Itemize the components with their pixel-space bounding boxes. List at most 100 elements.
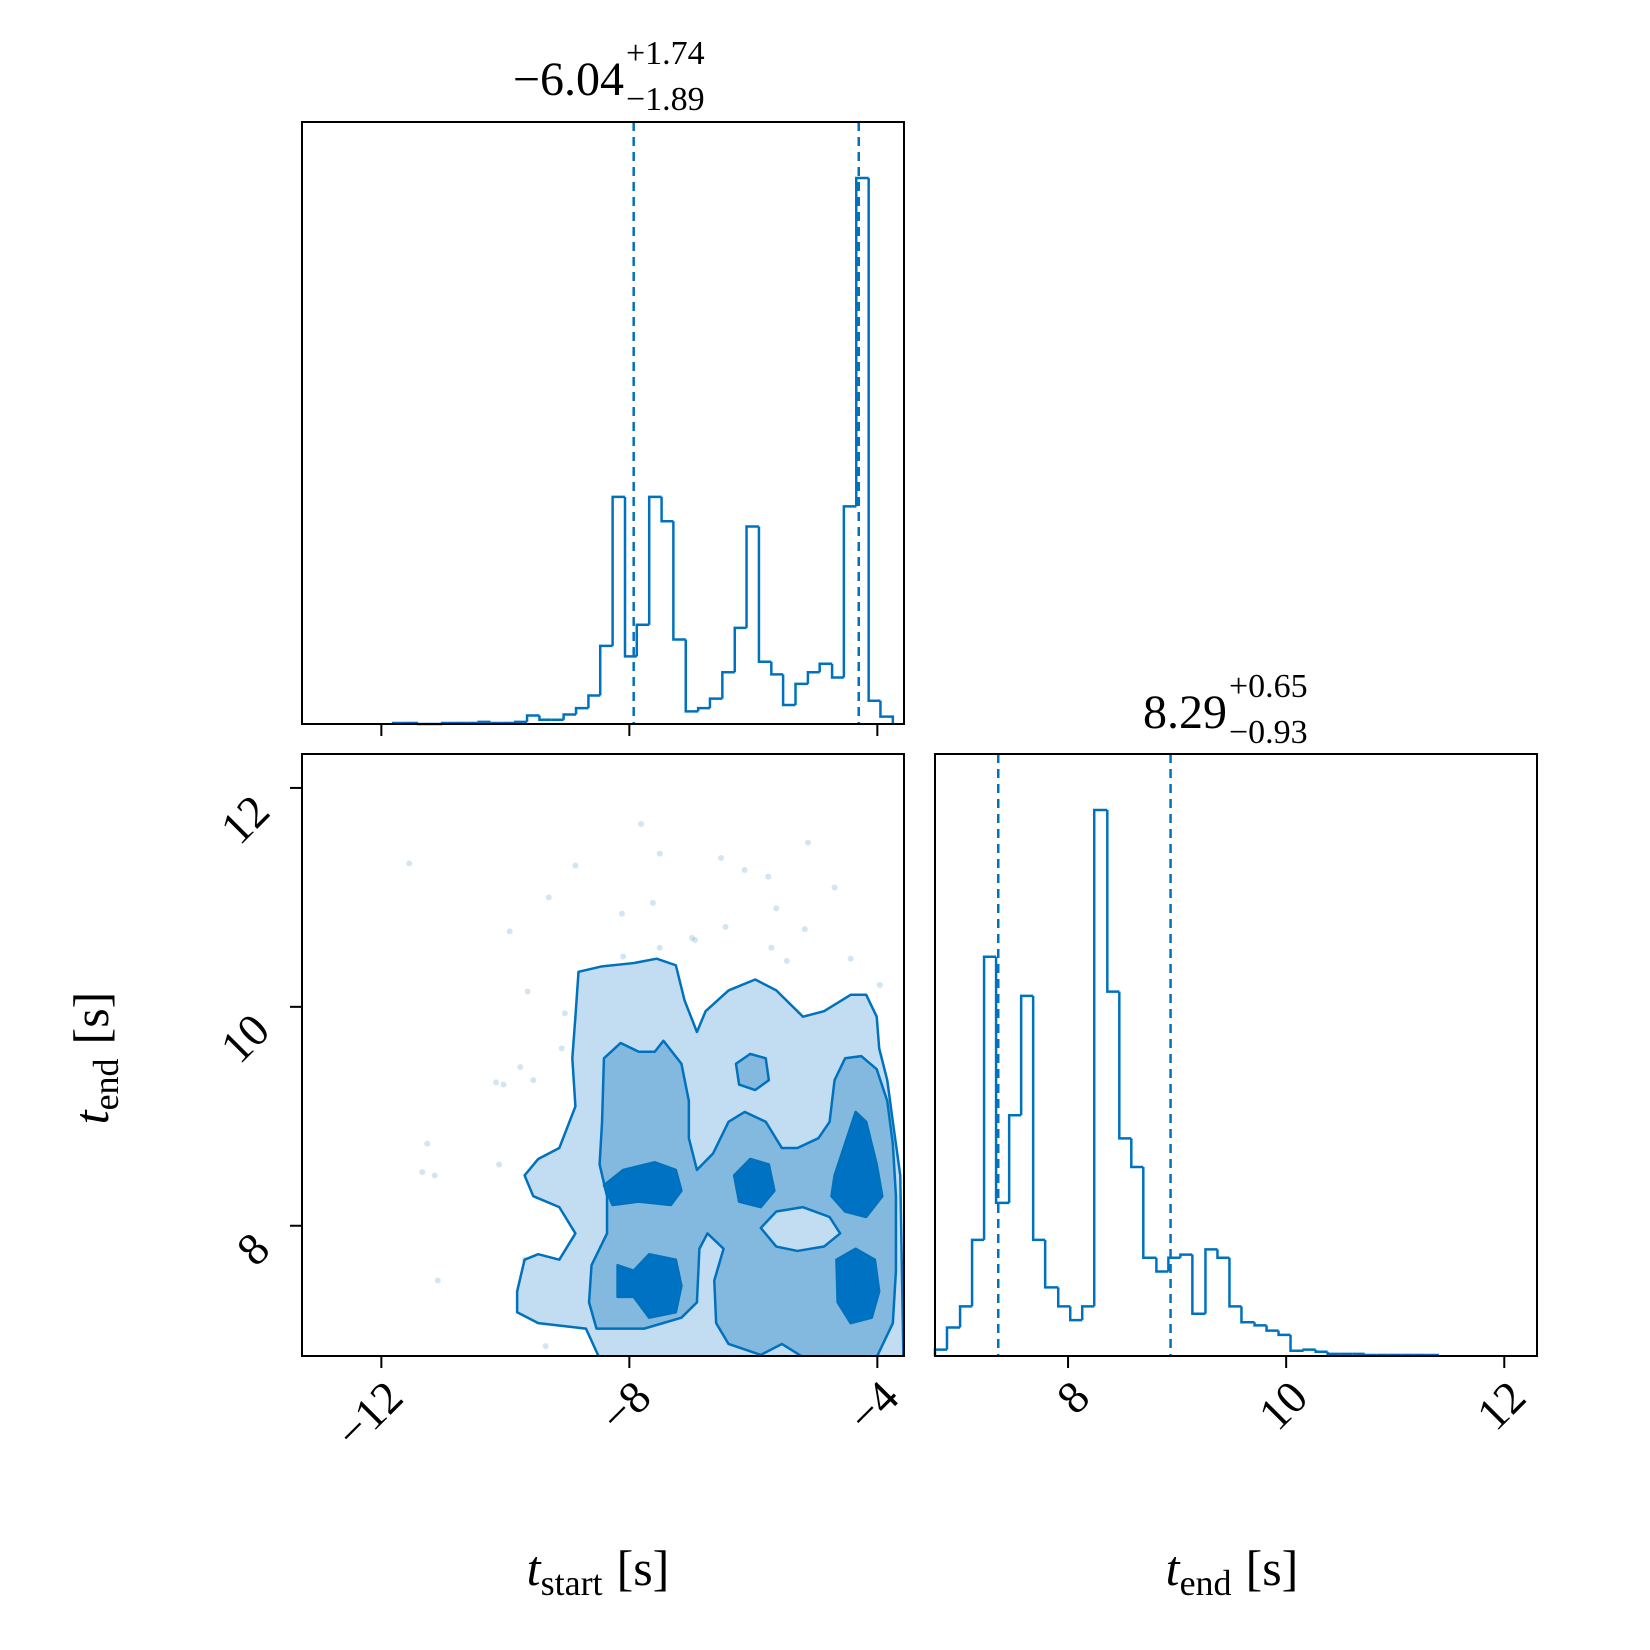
histogram-bin: [1118, 991, 1132, 1140]
sample-point: [718, 854, 725, 861]
histogram-bin: [1191, 1254, 1206, 1315]
sample-point: [496, 1161, 503, 1168]
sample-point: [638, 821, 645, 828]
histogram-bin: [708, 697, 723, 709]
sample-point: [765, 873, 772, 880]
sample-point: [649, 899, 656, 906]
histogram-bin: [1007, 1113, 1022, 1203]
sample-point: [431, 1172, 438, 1179]
histogram-bin: [1204, 1248, 1218, 1314]
histogram-bin: [1179, 1253, 1193, 1258]
x-tick-label: −8: [590, 1371, 661, 1442]
histogram-bin: [1228, 1257, 1242, 1308]
density-contour: [830, 1110, 884, 1219]
histogram-bin: [1265, 1325, 1279, 1332]
histogram-bin: [1240, 1306, 1255, 1324]
y-label-main: t: [63, 1109, 119, 1124]
histogram-bin: [855, 176, 869, 507]
x-axis-label: tstart [s]: [527, 1540, 670, 1603]
histogram-bin: [733, 626, 747, 673]
histogram-bin: [1302, 1348, 1316, 1351]
histogram-bin: [757, 526, 772, 663]
sample-point: [620, 953, 627, 960]
axes-frame: [934, 753, 1538, 1357]
sample-point: [500, 1081, 507, 1088]
histogram-bin: [1080, 1305, 1095, 1321]
sample-point: [561, 1010, 568, 1017]
histogram-bin: [635, 623, 650, 657]
histogram-bin: [830, 663, 844, 679]
y-axis-label: tend [s]: [63, 992, 126, 1125]
sample-point: [847, 955, 854, 962]
x-label-unit: [s]: [1246, 1540, 1299, 1596]
sample-point: [741, 867, 748, 874]
histogram-bin: [970, 1238, 985, 1307]
histogram-bin: [598, 644, 613, 696]
sample-point: [406, 860, 413, 867]
contour-group: [406, 821, 904, 1356]
histogram-bin: [672, 521, 686, 641]
sample-point: [493, 1079, 500, 1086]
histogram-bin: [514, 720, 528, 724]
sample-point: [722, 923, 729, 930]
histogram-bin: [1216, 1249, 1230, 1260]
sample-point: [545, 894, 552, 901]
histogram-bin: [842, 505, 857, 678]
y-tick-label: 12: [210, 785, 279, 854]
x-tick-label: −12: [325, 1371, 412, 1458]
histogram-bin: [1130, 1138, 1144, 1169]
histogram-bin: [867, 177, 881, 703]
histogram-bin: [538, 715, 552, 722]
histogram-bin: [994, 956, 1010, 1205]
panel-title-sup: +1.74: [626, 35, 705, 72]
sample-point: [530, 1077, 537, 1084]
y-label-unit: [s]: [63, 992, 119, 1045]
sample-point: [692, 937, 699, 944]
histogram-bin: [562, 713, 577, 720]
histogram-bin: [806, 670, 820, 684]
histogram-bin: [1142, 1166, 1157, 1260]
histogram-bin: [770, 661, 784, 676]
y-tick-label: 8: [227, 1223, 279, 1275]
sample-point: [419, 1169, 426, 1176]
sample-point: [801, 926, 808, 933]
axes-frame: [301, 753, 905, 1357]
histogram-bin: [745, 525, 759, 628]
sample-point: [434, 1277, 441, 1284]
histogram-bin: [1056, 1287, 1071, 1308]
sample-point: [876, 981, 883, 988]
x-tick-label: 8: [1047, 1371, 1099, 1423]
sample-point: [656, 850, 663, 857]
histogram-bin: [623, 496, 637, 658]
histogram-bin: [781, 674, 796, 707]
panel-title-sup: +0.65: [1229, 668, 1308, 705]
sample-point: [572, 862, 579, 869]
x-label-main: t: [527, 1540, 542, 1596]
sample-point: [831, 884, 838, 891]
sample-point: [768, 944, 775, 951]
histogram-bin: [647, 495, 662, 625]
histogram-bin: [818, 662, 833, 673]
histogram-bin: [477, 720, 491, 724]
sample-point: [783, 957, 790, 964]
histogram-bin: [1043, 1239, 1059, 1289]
density-contour: [616, 1252, 683, 1319]
x-label-main: t: [1166, 1540, 1181, 1596]
sample-point: [542, 1343, 549, 1350]
density-contour: [835, 1247, 881, 1325]
histogram-bin: [1289, 1334, 1304, 1352]
histogram-bin: [945, 1326, 961, 1350]
x-label-sub: end: [1180, 1563, 1232, 1603]
sample-point: [688, 934, 695, 941]
histogram-bin: [1031, 995, 1046, 1242]
histogram-bin: [1253, 1322, 1267, 1327]
histogram-bin: [1019, 994, 1034, 1116]
histogram-bin: [1106, 809, 1120, 993]
histogram-bin: [587, 694, 601, 709]
sample-point: [524, 988, 531, 995]
sample-point: [618, 910, 625, 917]
histogram-bin: [879, 700, 895, 724]
x-axis-label: tend [s]: [1166, 1540, 1299, 1603]
panel-title-sub: −0.93: [1229, 714, 1308, 751]
sample-point: [424, 1140, 431, 1147]
